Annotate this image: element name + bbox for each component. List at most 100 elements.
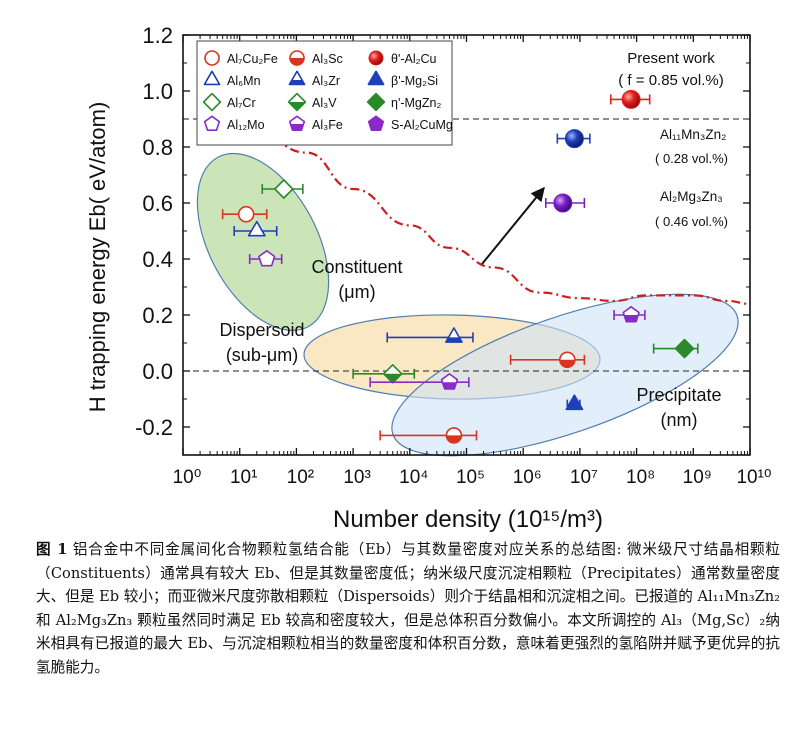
constituent-label-line1: Constituent — [311, 257, 402, 277]
data-markers — [221, 89, 699, 444]
annotation-al2mg3zn3: Al₂Mg₃Zn₃ — [660, 189, 723, 204]
legend-marker-9 — [368, 50, 384, 66]
constituent-region — [196, 152, 330, 332]
marker--mg2si — [565, 394, 584, 411]
marker-al3fe-fill — [442, 382, 457, 389]
y-tick-label: 1.0 — [142, 79, 173, 104]
y-tick-label: 0.0 — [142, 359, 173, 384]
data-point — [652, 338, 699, 359]
chart-figure: 10⁰ 10¹ 10² 10³ 10⁴ 10⁵ 10⁶ 10⁷ 10⁸ 10⁹ 10¹⁰ -0.2 0… — [85, 23, 772, 533]
data-point — [379, 427, 478, 444]
marker--al2cu — [621, 89, 641, 109]
legend-box — [196, 40, 453, 146]
trend-arrow — [481, 186, 545, 265]
marker--mgzn2 — [674, 338, 695, 359]
data-point — [233, 220, 278, 237]
legend-label-6: Al₃Zr — [312, 74, 340, 88]
marker-al6mn — [247, 220, 266, 237]
x-tick-label: 10¹ — [230, 467, 257, 488]
constituent-label-line2: (μm) — [338, 282, 375, 302]
legend-label-10: β'-Mg₂Si — [391, 74, 438, 88]
legend-marker-8-fill — [290, 124, 304, 131]
legend-marker-12 — [367, 115, 385, 131]
legend-label-8: Al₃Fe — [312, 118, 343, 132]
y-tick-label: -0.2 — [135, 415, 173, 440]
legend-label-2: Al₆Mn — [227, 74, 261, 88]
y-tick-label: 0.4 — [142, 247, 173, 272]
precipitate-region — [391, 293, 739, 457]
marker-al7cu2fe — [237, 205, 255, 223]
figure-caption: 图 1 铝合金中不同金属间化合物颗粒氢结合能（Eb）与其数量密度对应关系的总结图… — [36, 538, 780, 679]
region-labels: Constituent (μm) Dispersoid (sub-μm) Pre… — [219, 257, 721, 430]
marker-al3sc-fill — [559, 359, 575, 368]
x-tick-label: 10⁹ — [683, 467, 712, 488]
annotation-al11mn3zn2-vol: ( 0.28 vol.%) — [655, 151, 728, 166]
data-point — [556, 129, 591, 149]
legend-label-11: η'-MgZn₂ — [391, 96, 441, 110]
legend-marker-10 — [367, 70, 385, 86]
caption-label: 图 1 — [36, 541, 68, 558]
legend-marker-11 — [366, 92, 386, 112]
x-tick-label: 10⁰ — [173, 467, 202, 488]
chart-svg: 10⁰ 10¹ 10² 10³ 10⁴ 10⁵ 10⁶ 10⁷ 10⁸ 10⁹ 10¹⁰ -0.2 0… — [85, 23, 772, 533]
legend-marker-3 — [202, 92, 222, 112]
precipitate-label-line2: (nm) — [661, 410, 698, 430]
legend-marker-1 — [204, 50, 220, 66]
legend-label-7: Al₃V — [312, 96, 337, 110]
y-tick-label: 1.2 — [142, 23, 173, 48]
legend-marker-5-fill — [290, 58, 304, 65]
legend-label-5: Al₃Sc — [312, 52, 343, 66]
y-axis-ticks: -0.2 0.0 0.2 0.4 0.6 0.8 1.0 1.2 — [135, 23, 750, 440]
marker-al2mg3zn3 — [553, 193, 573, 213]
marker-al3sc-fill — [446, 435, 462, 443]
marker-al7cr — [273, 179, 294, 199]
x-tick-label: 10⁸ — [626, 467, 655, 488]
legend-label-4: Al₁₂Mo — [227, 118, 265, 132]
data-point — [369, 373, 470, 390]
y-axis-label: H trapping energy Eb( eV/atom) — [85, 102, 110, 413]
caption-text: 铝合金中不同金属间化合物颗粒氢结合能（Eb）与其数量密度对应关系的总结图: 微米… — [36, 541, 780, 676]
y-tick-label: 0.6 — [142, 191, 173, 216]
marker-al11mn3zn2 — [564, 129, 584, 149]
legend-label-1: Al₇Cu₂Fe — [227, 52, 278, 66]
annotation-al2mg3zn3-vol: ( 0.46 vol.%) — [655, 214, 728, 229]
dispersoid-label-line2: (sub-μm) — [226, 345, 298, 365]
x-tick-label: 10² — [287, 467, 314, 488]
region-layer — [196, 152, 739, 457]
x-tick-label: 10⁶ — [513, 467, 542, 488]
marker-al3zr-fill — [445, 337, 462, 343]
data-point — [509, 351, 586, 369]
annotation-al11mn3zn2: Al₁₁Mn₃Zn₂ — [660, 127, 726, 142]
dispersoid-label-line1: Dispersoid — [219, 320, 304, 340]
threshold-curve — [256, 131, 751, 305]
legend-marker-6-fill — [289, 80, 305, 85]
data-point — [565, 394, 584, 411]
x-tick-label: 10³ — [343, 467, 370, 488]
x-axis-label: Number density (10¹⁵/m³) — [333, 506, 603, 533]
annotation-volume-fraction: ( f = 0.85 vol.%) — [618, 72, 723, 89]
data-point — [544, 193, 586, 213]
legend-label-9: θ'-Al₂Cu — [391, 52, 436, 66]
legend-label-12: S-Al₂CuMg — [391, 118, 453, 132]
y-tick-label: 0.2 — [142, 303, 173, 328]
data-point — [261, 179, 304, 199]
annotation-present-work: Present work — [627, 50, 715, 67]
marker-al12mo — [258, 250, 276, 267]
legend-marker-2 — [203, 70, 221, 86]
legend-marker-7-fill — [288, 102, 306, 111]
data-point — [386, 327, 474, 343]
data-point — [248, 250, 283, 267]
marker-al3fe-fill — [624, 315, 639, 322]
x-tick-label: 10⁷ — [570, 467, 598, 488]
legend-label-3: Al₇Cr — [227, 96, 256, 110]
data-point — [221, 205, 268, 223]
legend-marker-4 — [203, 115, 221, 131]
legend: Al₇Cu₂Fe Al₆Mn Al₇Cr Al₁₂Mo Al₃Sc Al₃Zr Al₃V Al… — [196, 40, 453, 146]
data-point — [613, 305, 646, 323]
x-tick-label: 10⁵ — [456, 467, 485, 488]
precipitate-label-line1: Precipitate — [636, 385, 721, 405]
marker-al3v-fill — [383, 373, 402, 383]
x-tick-label: 10¹⁰ — [736, 467, 771, 488]
data-point — [609, 89, 651, 109]
annotations: Present work ( f = 0.85 vol.%) Al₁₁Mn₃Zn… — [618, 50, 728, 229]
